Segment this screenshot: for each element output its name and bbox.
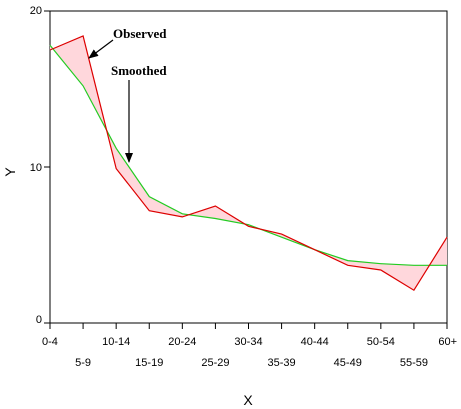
x-tick-label: 50-54	[367, 336, 395, 348]
label-layer: 0 10 20 0-4 5-9 10-14 15-19 20-24 25-29 30-34 35-3…	[2, 5, 457, 408]
x-tick-label: 35-39	[268, 357, 296, 369]
x-tick-label: 60+	[438, 336, 457, 348]
x-tick-label: 45-49	[334, 357, 362, 369]
y-axis-title: Y	[2, 167, 18, 177]
x-tick-label: 5-9	[75, 357, 91, 369]
x-tick-label: 20-24	[168, 336, 196, 348]
series-layer	[49, 35, 448, 292]
y-tick-label: 0	[36, 314, 42, 326]
shaded-difference-layer	[50, 36, 447, 291]
x-tick-label: 40-44	[301, 336, 329, 348]
annotation-observed: Observed	[113, 26, 167, 41]
plot-frame	[49, 10, 448, 324]
annotation-smoothed: Smoothed	[111, 63, 167, 78]
difference-shading	[50, 36, 447, 291]
series-line-smoothed	[49, 44, 447, 266]
x-tick-label: 0-4	[42, 336, 58, 348]
series-line-observed	[49, 35, 448, 292]
x-tick-label: 30-34	[234, 336, 262, 348]
y-tick-label: 10	[30, 162, 42, 174]
x-tick-label: 25-29	[201, 357, 229, 369]
tick-layer	[44, 10, 448, 329]
x-tick-label: 10-14	[102, 336, 130, 348]
y-tick-label: 20	[30, 5, 42, 17]
x-tick-label: 55-59	[400, 357, 428, 369]
annotation-layer: Observed Smoothed	[88, 26, 167, 163]
annotation-observed-arrow	[88, 39, 114, 59]
x-tick-label: 15-19	[135, 357, 163, 369]
x-axis-title: X	[243, 392, 253, 408]
